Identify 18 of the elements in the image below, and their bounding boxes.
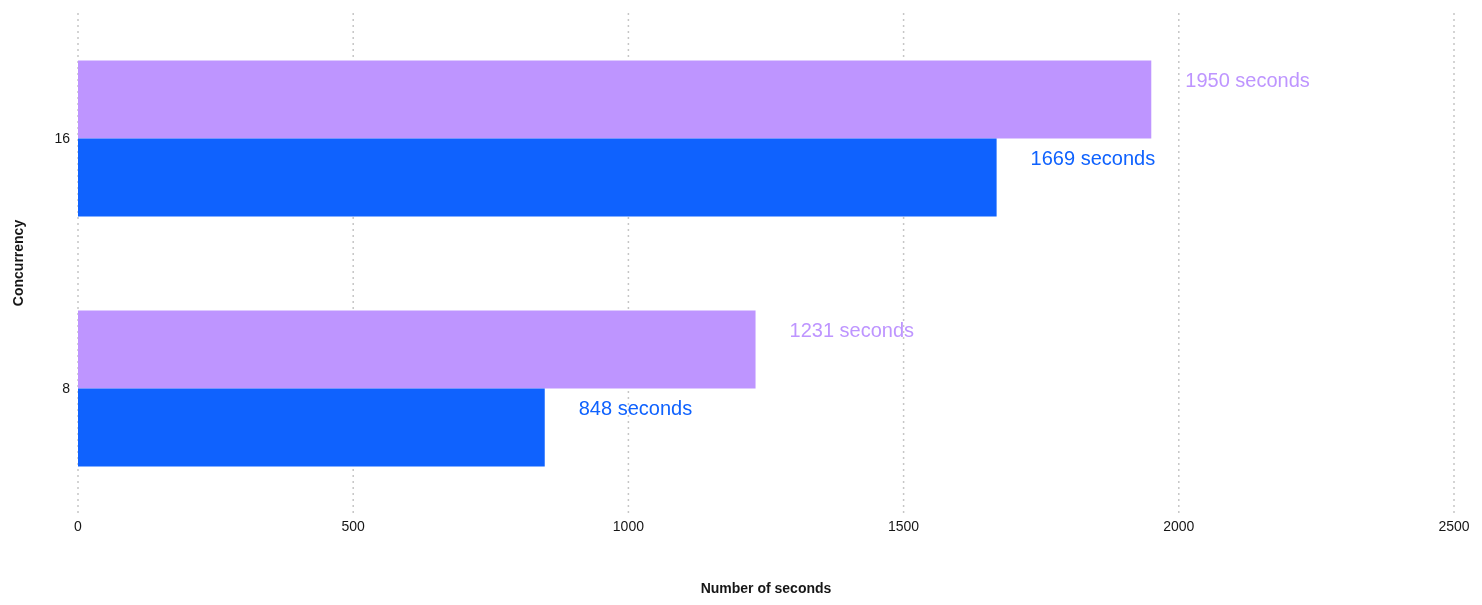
x-tick-label: 1000 — [612, 517, 645, 534]
bar — [78, 60, 1152, 139]
x-tick-label: 500 — [341, 517, 366, 534]
x-tick-label: 2500 — [1438, 517, 1470, 534]
y-tick-label: 16 — [54, 129, 71, 146]
data-label: 848 seconds — [578, 396, 693, 419]
x-tick-label: 1500 — [888, 517, 920, 534]
bar — [78, 138, 997, 217]
data-label: 1950 seconds — [1185, 68, 1310, 91]
x-tick-label: 2000 — [1163, 517, 1195, 534]
bar — [78, 388, 545, 467]
data-label: 1231 seconds — [789, 318, 915, 341]
x-axis-title: Number of seconds — [700, 580, 832, 596]
data-label: 1669 seconds — [1030, 146, 1156, 169]
y-axis-title: Concurrency — [9, 219, 26, 307]
bar — [78, 310, 756, 389]
x-tick-label: 0 — [74, 517, 83, 534]
y-tick-label: 8 — [62, 379, 71, 396]
